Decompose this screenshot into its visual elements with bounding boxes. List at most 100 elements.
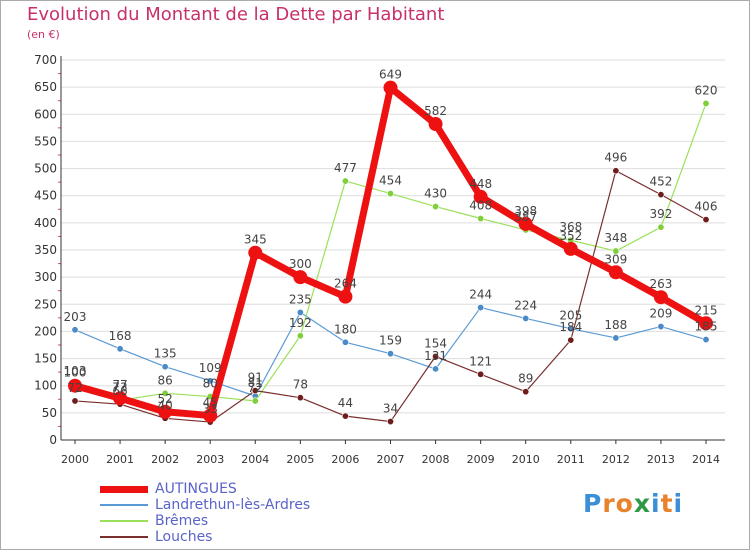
data-point — [563, 241, 578, 256]
data-point — [657, 323, 665, 331]
data-label: 209 — [649, 307, 672, 321]
data-point — [296, 332, 304, 340]
logo-letter: x — [633, 489, 651, 518]
x-tick-label: 2012 — [602, 453, 630, 466]
y-tick-label: 150 — [34, 352, 57, 366]
data-label: 185 — [695, 320, 718, 334]
y-tick-label: 250 — [34, 297, 57, 311]
data-point — [341, 412, 349, 420]
y-tick-label: 550 — [34, 134, 57, 148]
data-label: 103 — [64, 364, 87, 378]
data-label: 205 — [559, 309, 582, 323]
x-tick-label: 2006 — [331, 453, 359, 466]
data-label: 398 — [514, 204, 537, 218]
data-point — [432, 365, 440, 373]
data-label: 496 — [604, 151, 627, 165]
data-label: 40 — [158, 398, 173, 412]
data-point — [71, 397, 79, 405]
data-label: 264 — [334, 277, 357, 291]
data-label: 620 — [695, 83, 718, 97]
data-point — [338, 289, 353, 304]
data-label: 180 — [334, 322, 357, 336]
data-label: 52 — [158, 392, 173, 406]
data-point — [699, 316, 713, 331]
data-label: 387 — [514, 210, 537, 224]
data-point — [113, 391, 128, 406]
data-label: 91 — [248, 371, 263, 385]
logo-letter: i — [673, 489, 684, 518]
data-label: 430 — [424, 187, 447, 201]
y-tick-label: 0 — [49, 433, 57, 447]
data-point — [383, 80, 398, 95]
data-label: 348 — [604, 231, 627, 245]
data-label: 135 — [154, 347, 177, 361]
data-point — [341, 338, 349, 346]
logo-letter: t — [660, 489, 674, 518]
x-tick-label: 2004 — [241, 453, 269, 466]
data-label: 80 — [203, 377, 218, 391]
data-label: 244 — [469, 288, 492, 302]
logo-letter: P — [583, 489, 603, 518]
data-label: 131 — [424, 349, 447, 363]
proxiti-logo: Proxiti — [583, 489, 683, 518]
data-point — [251, 387, 259, 395]
data-point — [296, 308, 304, 316]
legend-label-bremes: Brêmes — [155, 513, 209, 529]
y-tick-label: 350 — [34, 243, 57, 257]
y-tick-label: 500 — [34, 162, 57, 176]
x-tick-label: 2005 — [286, 453, 314, 466]
data-label: 309 — [604, 252, 627, 266]
data-label: 77 — [112, 378, 127, 392]
data-label: 154 — [424, 336, 447, 350]
data-point — [158, 404, 173, 419]
data-label: 452 — [649, 175, 672, 189]
data-label: 86 — [158, 373, 173, 387]
data-label: 44 — [338, 396, 353, 410]
data-label: 352 — [559, 229, 582, 243]
data-point — [68, 378, 82, 393]
data-point — [653, 290, 668, 305]
data-label: 582 — [424, 104, 447, 118]
x-tick-label: 2014 — [692, 453, 720, 466]
data-point — [612, 334, 620, 342]
legend-swatch-bremes — [100, 520, 148, 522]
data-label: 300 — [289, 257, 312, 271]
data-point — [477, 215, 485, 223]
data-label: 263 — [649, 277, 672, 291]
logo-letter: i — [651, 489, 661, 518]
x-tick-label: 2007 — [377, 453, 405, 466]
chart-subtitle: (en €) — [27, 28, 60, 41]
legend-swatch-autingues — [100, 485, 148, 493]
data-point — [206, 377, 214, 385]
x-tick-label: 2011 — [557, 453, 585, 466]
data-label: 45 — [203, 396, 218, 410]
data-point — [702, 216, 710, 224]
chart-title: Evolution du Montant de la Dette par Hab… — [27, 4, 445, 25]
x-tick-label: 2000 — [61, 453, 89, 466]
data-label: 100 — [64, 366, 87, 380]
data-point — [203, 408, 218, 423]
data-point — [386, 418, 394, 426]
legend-label-autingues: AUTINGUES — [155, 481, 237, 497]
data-point — [296, 394, 304, 402]
data-point — [612, 167, 620, 175]
data-point — [567, 336, 575, 344]
data-label: 34 — [383, 402, 398, 416]
data-label: 33 — [203, 402, 218, 416]
data-label: 235 — [289, 292, 312, 306]
data-label: 345 — [244, 233, 267, 247]
y-tick-label: 300 — [34, 270, 57, 284]
x-tick-label: 2001 — [106, 453, 134, 466]
data-label: 224 — [514, 298, 537, 312]
logo-letter: o — [615, 489, 634, 518]
data-label: 477 — [334, 161, 357, 175]
data-point — [657, 223, 665, 231]
data-label: 188 — [604, 318, 627, 332]
data-label: 121 — [469, 354, 492, 368]
data-label: 192 — [289, 316, 312, 330]
data-point — [161, 363, 169, 371]
data-point — [248, 245, 263, 260]
data-label: 649 — [379, 68, 402, 82]
data-label: 368 — [559, 220, 582, 234]
y-tick-label: 450 — [34, 189, 57, 203]
